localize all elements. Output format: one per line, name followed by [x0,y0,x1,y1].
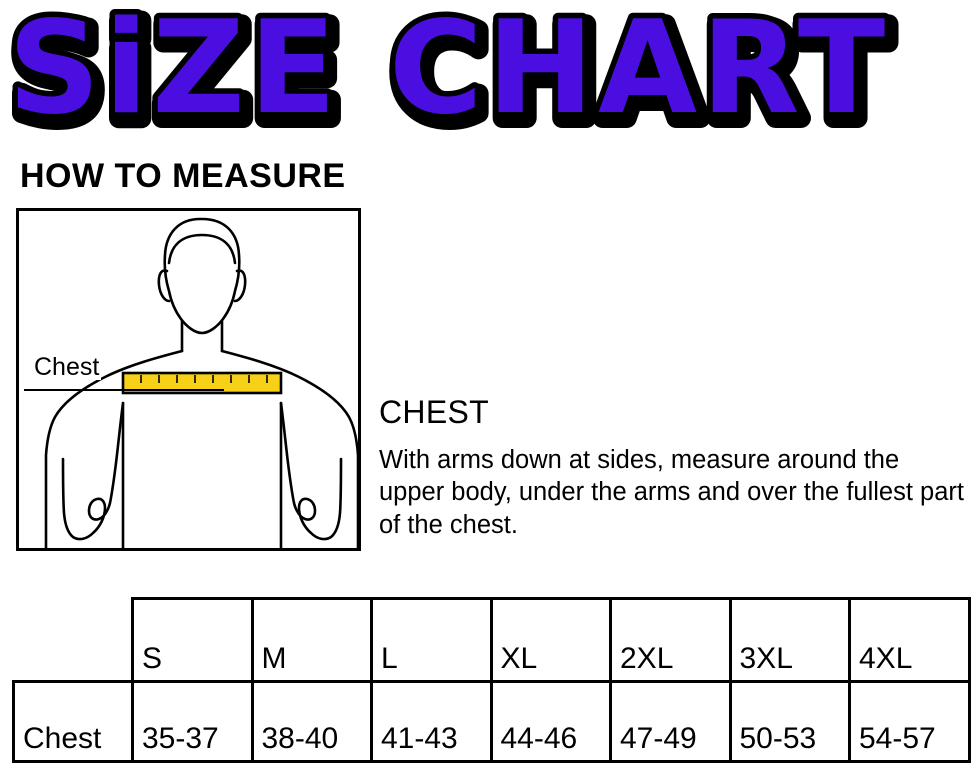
table-cell-chest-m: 38-40 [250,680,373,763]
left-ear [157,269,171,303]
table-cell-chest-xl: 44-46 [489,680,612,763]
table-header-xl: XL [489,597,612,683]
tape-tick-marks [140,375,268,383]
chest-description-heading: CHEST [379,394,489,430]
table-header-row: S M L XL 2XL 3XL 4XL [14,597,971,683]
head-outline [163,217,241,335]
left-shoulder-and-side [44,349,184,548]
hairline [167,233,237,265]
table-cell-chest-s: 35-37 [131,680,254,763]
right-hand-and-inner-arm [279,401,343,541]
size-chart-title-art: SiZE CHART SiZE CHART [2,0,899,150]
table-header-2xl: 2XL [609,597,732,683]
chest-description-body: With arms down at sides, measure around … [379,445,964,540]
table-cell-chest-3xl: 50-53 [728,680,851,763]
table-header-3xl: 3XL [728,597,851,683]
title-fill-layer: SiZE CHART [8,0,889,143]
table-row: Chest 35-37 38-40 41-43 44-46 47-49 50-5… [12,680,971,763]
male-torso-figure-icon [44,217,358,548]
right-shoulder-and-side [220,349,358,548]
page-title-banner: SiZE CHART SiZE CHART [0,0,978,150]
table-header-m: M [250,597,373,683]
table-cell-chest-2xl: 47-49 [609,680,732,763]
table-header-l: L [370,597,493,683]
title-shadow-layer: SiZE CHART [12,0,893,149]
left-hand-and-inner-arm [61,401,125,541]
table-header-s: S [131,597,254,683]
table-row-label-chest: Chest [12,680,134,763]
right-ear [233,269,247,303]
table-header-4xl: 4XL [848,597,971,683]
table-cell-chest-4xl: 54-57 [848,680,971,763]
size-chart-table: S M L XL 2XL 3XL 4XL Chest 35-37 38-40 4… [12,597,971,763]
how-to-measure-heading: HOW TO MEASURE [20,157,346,195]
measurement-diagram-box [16,208,361,551]
table-corner-blank [14,599,133,682]
tape-band [121,371,283,395]
table-cell-chest-l: 41-43 [370,680,493,763]
chest-measuring-tape [121,371,283,395]
chest-description-block: CHEST With arms down at sides, measure a… [379,394,971,542]
